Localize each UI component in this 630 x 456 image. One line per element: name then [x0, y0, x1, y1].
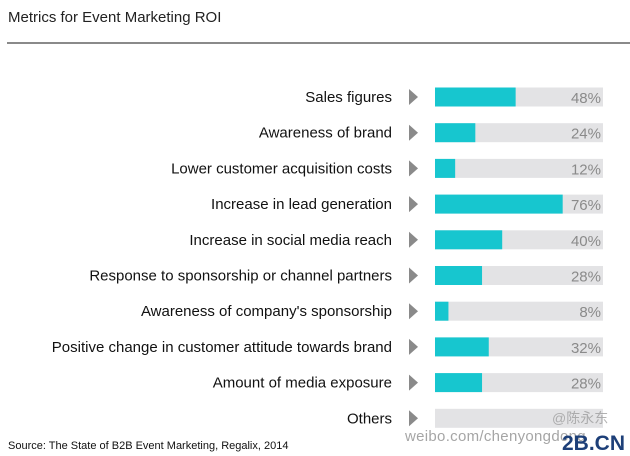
triangle-marker-icon	[409, 231, 418, 248]
bar	[435, 87, 516, 107]
title-divider	[7, 42, 630, 44]
value-label: 12%	[571, 161, 601, 178]
category-label: Others	[347, 410, 392, 427]
bar	[435, 337, 489, 357]
category-label: Lower customer acquisition costs	[171, 160, 392, 177]
bar	[435, 158, 456, 178]
category-label: Awareness of brand	[259, 125, 392, 142]
source-note: Source: The State of B2B Event Marketing…	[8, 440, 289, 452]
category-label: Sales figures	[305, 89, 392, 106]
triangle-marker-icon	[409, 124, 418, 141]
triangle-marker-icon	[409, 89, 418, 105]
watermark-url: weibo.com/chenyongdong	[405, 428, 586, 445]
watermark-logo: 2B.CN	[562, 432, 626, 455]
value-label: 76%	[571, 197, 601, 214]
triangle-marker-icon	[409, 374, 418, 391]
value-label: 48%	[571, 90, 601, 107]
value-label: 8%	[579, 304, 601, 321]
bar	[435, 194, 563, 214]
bar-track	[435, 301, 603, 321]
category-label: Increase in lead generation	[211, 196, 392, 213]
category-label: Amount of media exposure	[213, 375, 392, 392]
triangle-marker-icon	[409, 196, 418, 213]
triangle-marker-icon	[409, 338, 418, 355]
watermark-handle: @陈永东	[552, 410, 609, 426]
category-label: Increase in social media reach	[189, 232, 392, 249]
bar	[435, 266, 483, 285]
triangle-marker-icon	[409, 160, 418, 177]
bar	[435, 301, 449, 321]
value-label: 40%	[571, 233, 601, 250]
bar	[435, 123, 476, 143]
triangle-marker-icon	[409, 410, 418, 427]
value-label: 24%	[571, 126, 601, 143]
triangle-marker-icon	[409, 267, 418, 284]
bar-track	[435, 123, 603, 143]
triangle-marker-icon	[409, 303, 418, 320]
value-label: 28%	[571, 376, 601, 393]
category-label: Response to sponsorship or channel partn…	[89, 268, 392, 285]
chart-title: Metrics for Event Marketing ROI	[8, 9, 222, 26]
value-label: 28%	[571, 269, 601, 286]
category-label: Positive change in customer attitude tow…	[52, 339, 392, 356]
bar	[435, 230, 503, 250]
category-label: Awareness of company's sponsorship	[141, 303, 392, 320]
bar	[435, 373, 483, 393]
bar-track	[435, 158, 603, 178]
value-label: 32%	[571, 340, 601, 357]
bar-track	[435, 408, 603, 428]
